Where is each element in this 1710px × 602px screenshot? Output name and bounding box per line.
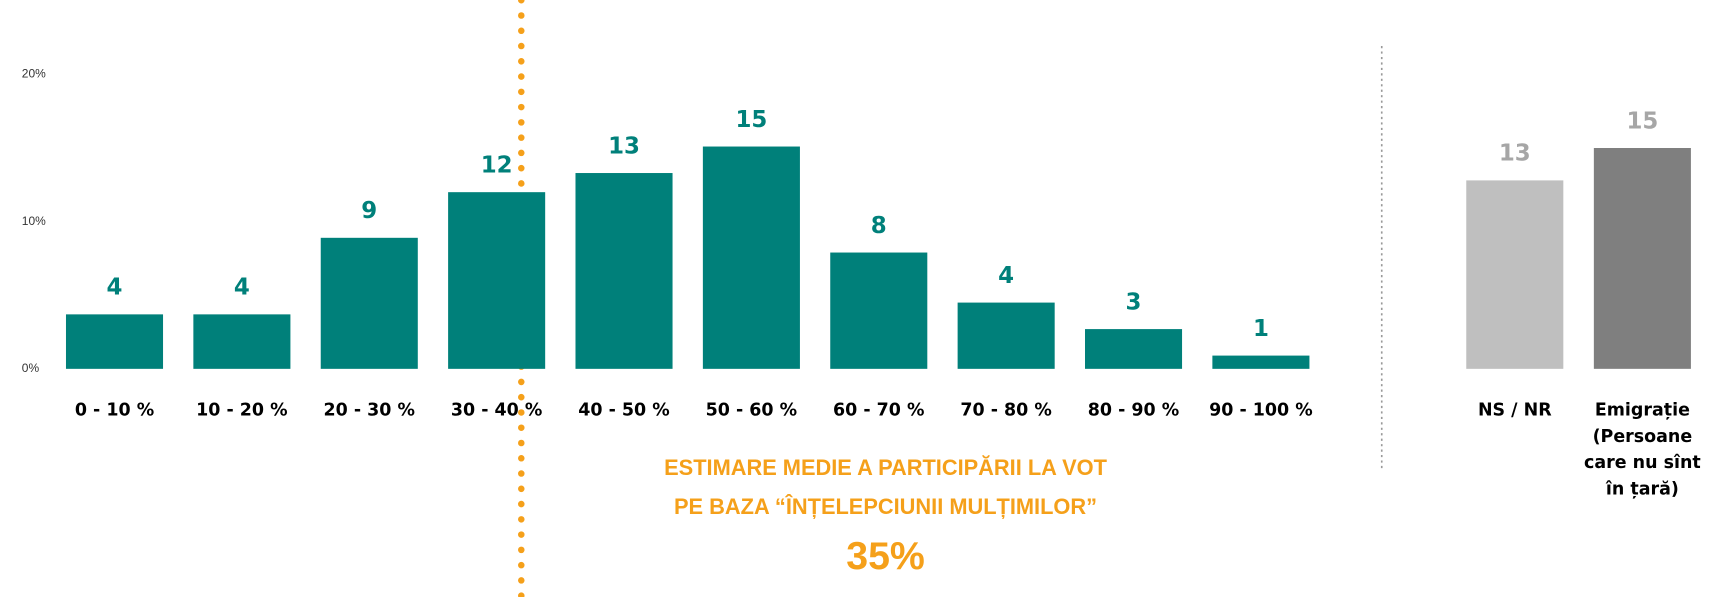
bar: [193, 314, 291, 369]
value-label: 12: [481, 152, 513, 178]
x-tick-label: 20 - 30 %: [324, 400, 415, 420]
value-label: 3: [1126, 289, 1142, 315]
value-label: 4: [998, 263, 1014, 289]
x-tick-label: 40 - 50 %: [578, 400, 669, 420]
x-tick-label: 80 - 90 %: [1088, 400, 1179, 420]
annotation: PE BAZA “ÎNȚELEPCIUNII MULȚIMILOR”: [674, 494, 1097, 519]
value-label: 13: [1499, 141, 1531, 167]
x-tick-label: Emigrație (Persoane care nu sînt în țară…: [1584, 399, 1701, 499]
bar: [320, 237, 418, 369]
bar: [448, 192, 546, 369]
x-tick-label: 50 - 60 %: [706, 400, 797, 420]
bar: [1084, 329, 1183, 369]
value-label: 13: [608, 133, 640, 159]
bar: [1466, 180, 1564, 369]
bar: [65, 314, 164, 369]
value-label: 4: [234, 275, 250, 301]
x-tick-label: 90 - 100 %: [1209, 400, 1313, 420]
bar: [957, 302, 1055, 369]
x-tick-label: 0 - 10 %: [75, 400, 154, 420]
bar: [702, 146, 800, 369]
value-label: 9: [361, 198, 377, 224]
bar: [1212, 355, 1310, 369]
x-tick-label: 30 - 40 %: [451, 400, 542, 420]
x-tick-label: 10 - 20 %: [196, 400, 287, 420]
value-label: 8: [871, 213, 887, 239]
x-tick-label: 70 - 80 %: [960, 400, 1051, 420]
y-tick-label: 0%: [22, 361, 40, 375]
annotation: ESTIMARE MEDIE A PARTICIPĂRII LA VOT: [664, 455, 1107, 480]
annotation: 35%: [846, 534, 925, 578]
y-tick-label: 20%: [22, 67, 46, 81]
x-tick-label: NS / NR: [1478, 400, 1552, 420]
value-label: 4: [107, 275, 123, 301]
bar: [1593, 148, 1691, 369]
value-label: 15: [735, 107, 767, 133]
bar: [830, 252, 928, 369]
x-label-box: Emigrație (Persoane care nu sînt în țară…: [1584, 399, 1701, 499]
value-label: 1: [1253, 316, 1269, 342]
value-label: 15: [1626, 108, 1658, 134]
bar: [575, 173, 673, 369]
y-tick-label: 10%: [22, 214, 46, 228]
x-tick-label: 60 - 70 %: [833, 400, 924, 420]
